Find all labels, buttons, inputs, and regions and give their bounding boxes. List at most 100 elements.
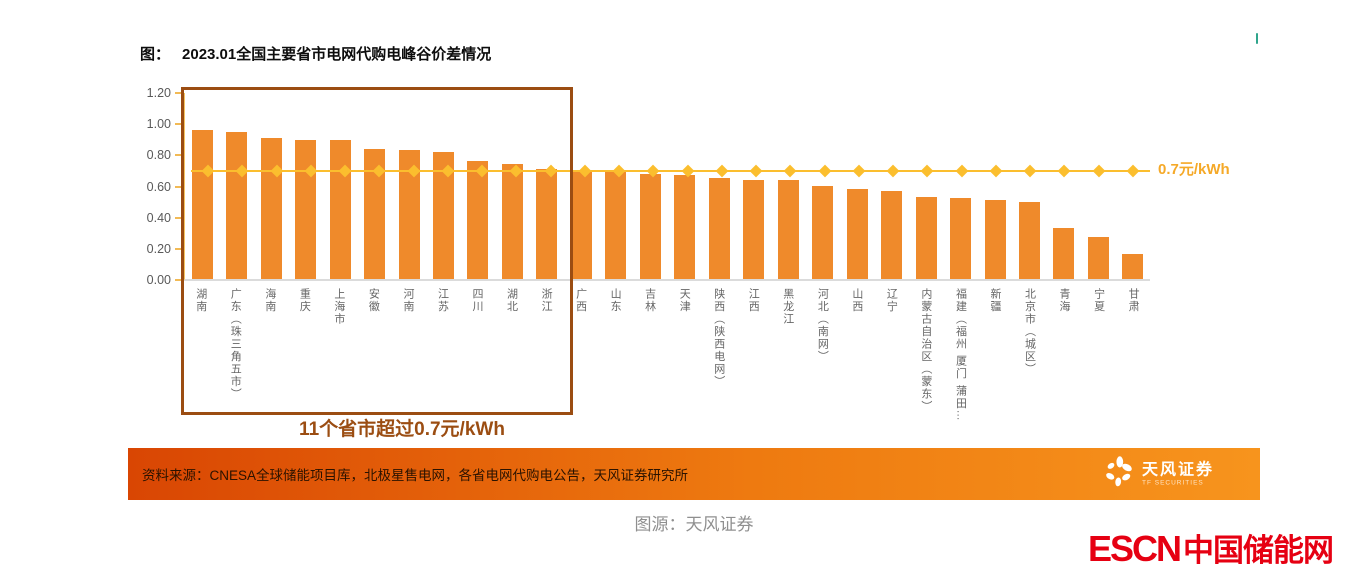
tf-securities-logo: 天风证券 TF SECURITIES <box>1103 456 1214 493</box>
bar <box>536 168 558 279</box>
reference-line <box>191 164 1150 177</box>
x-label: 宁夏 <box>1092 288 1105 313</box>
y-tick-label: 1.20 <box>146 86 171 100</box>
bar-slot <box>702 93 736 279</box>
bar-slot <box>1012 93 1046 279</box>
brand-subtitle: TF SECURITIES <box>1141 479 1204 487</box>
x-label-slot: 新疆 <box>977 288 1012 456</box>
y-tick-mark <box>175 279 181 281</box>
x-label: 河北（南网） <box>816 288 829 363</box>
bar <box>984 199 1006 279</box>
brand-name: 天风证券 <box>1141 461 1214 479</box>
bar <box>1018 201 1040 279</box>
y-tick-label: 0.80 <box>146 148 171 163</box>
x-label: 湖南 <box>194 288 207 313</box>
x-axis-labels: 湖南 广东（珠三角五市） 海南 重庆 上海市 安徽 河南 江苏 四川 湖北 浙江 广西 山东 吉林 天津 陕西… <box>183 288 1150 456</box>
bar <box>501 164 523 279</box>
x-label-slot: 河南 <box>390 288 425 456</box>
x-label-slot: 北京市（城区） <box>1012 288 1047 456</box>
bar <box>226 131 248 279</box>
bar-slot <box>599 93 633 279</box>
x-label-slot: 河北（南网） <box>805 288 840 456</box>
bar-slot <box>461 93 495 279</box>
bar <box>398 150 420 279</box>
figure-title-prefix: 图： <box>140 46 171 63</box>
x-label: 内蒙古自治区（蒙东） <box>919 288 932 413</box>
flower-icon <box>1103 456 1135 493</box>
x-label-slot: 青海 <box>1046 288 1081 456</box>
x-label-slot: 江西 <box>736 288 771 456</box>
bar-slot <box>426 93 460 279</box>
figure-title: 图： 2023.01全国主要省市电网代购电峰谷价差情况 <box>140 43 491 64</box>
escn-logo-cjk: 中国储能网 <box>1183 533 1334 568</box>
x-label: 新疆 <box>988 288 1001 313</box>
bar-slot <box>288 93 322 279</box>
x-label-slot: 甘肃 <box>1115 288 1150 456</box>
bar-slot <box>564 93 598 279</box>
bar <box>570 170 592 279</box>
y-tick-mark <box>175 123 181 126</box>
bar <box>915 196 937 279</box>
plot-area <box>183 93 1150 281</box>
bar <box>1087 237 1109 279</box>
bar-slot <box>219 93 253 279</box>
x-label: 广东（珠三角五市） <box>229 288 242 401</box>
bar-slot <box>668 93 702 279</box>
x-label: 河南 <box>401 288 414 313</box>
x-label: 湖北 <box>505 288 518 313</box>
annotation-text: 11个省市超过0.7元/kWh <box>299 419 505 440</box>
x-label-slot: 吉林 <box>632 288 667 456</box>
bar-slot <box>805 93 839 279</box>
x-label-slot: 广东（珠三角五市） <box>218 288 253 456</box>
y-tick-mark <box>175 247 181 250</box>
y-tick-mark <box>175 154 181 157</box>
bar-slot <box>633 93 667 279</box>
y-tick-label: 0.20 <box>146 241 171 256</box>
x-label-slot: 福建（福州 厦门 蒲田… <box>943 288 978 456</box>
bar-slot <box>185 93 219 279</box>
x-label: 山西 <box>850 288 863 313</box>
bar-slot <box>254 93 288 279</box>
footer-band: 资料来源：CNESA全球储能项目库，北极星售电网，各省电网代购电公告，天风证券研… <box>128 448 1260 500</box>
x-label: 辽宁 <box>885 288 898 313</box>
bar <box>881 190 903 279</box>
x-label-slot: 江苏 <box>425 288 460 456</box>
x-label: 吉林 <box>643 288 656 313</box>
y-tick-label: 1.00 <box>146 117 171 132</box>
bar-slot <box>357 93 391 279</box>
x-label-slot: 广西 <box>563 288 598 456</box>
bar <box>674 175 696 279</box>
bar <box>467 161 489 279</box>
x-label-slot: 湖北 <box>494 288 529 456</box>
bar <box>708 178 730 279</box>
bar-slot <box>978 93 1012 279</box>
bar-slot <box>737 93 771 279</box>
x-label-slot: 陕西（陕西电网） <box>701 288 736 456</box>
x-label-slot: 天津 <box>666 288 701 456</box>
escn-logo-latin: ESCN <box>1087 528 1182 569</box>
x-label: 海南 <box>263 288 276 313</box>
bar <box>295 139 317 279</box>
x-label: 浙江 <box>540 288 553 313</box>
bar <box>743 179 765 279</box>
y-tick-label: 0.40 <box>146 210 171 225</box>
bar-slot <box>1081 93 1115 279</box>
x-label: 重庆 <box>298 288 311 313</box>
x-label: 广西 <box>574 288 587 313</box>
x-label-slot: 四川 <box>459 288 494 456</box>
y-axis: 1.20 1.00 0.80 0.60 0.40 0.20 0.00 <box>126 86 181 287</box>
x-label-slot: 辽宁 <box>874 288 909 456</box>
bar-chart: 湖南 广东（珠三角五市） 海南 重庆 上海市 安徽 河南 江苏 四川 湖北 浙江 广西 山东 吉林 天津 陕西… <box>183 93 1150 456</box>
bar-slot <box>874 93 908 279</box>
bar <box>329 139 351 279</box>
bar <box>433 151 455 279</box>
x-label-slot: 浙江 <box>528 288 563 456</box>
x-label: 四川 <box>471 288 484 313</box>
figure-title-text: 2023.01全国主要省市电网代购电峰谷价差情况 <box>182 46 492 63</box>
bar <box>191 130 213 279</box>
bar <box>605 172 627 279</box>
bar <box>812 186 834 279</box>
x-label-slot: 湖南 <box>183 288 218 456</box>
x-label: 山东 <box>609 288 622 313</box>
